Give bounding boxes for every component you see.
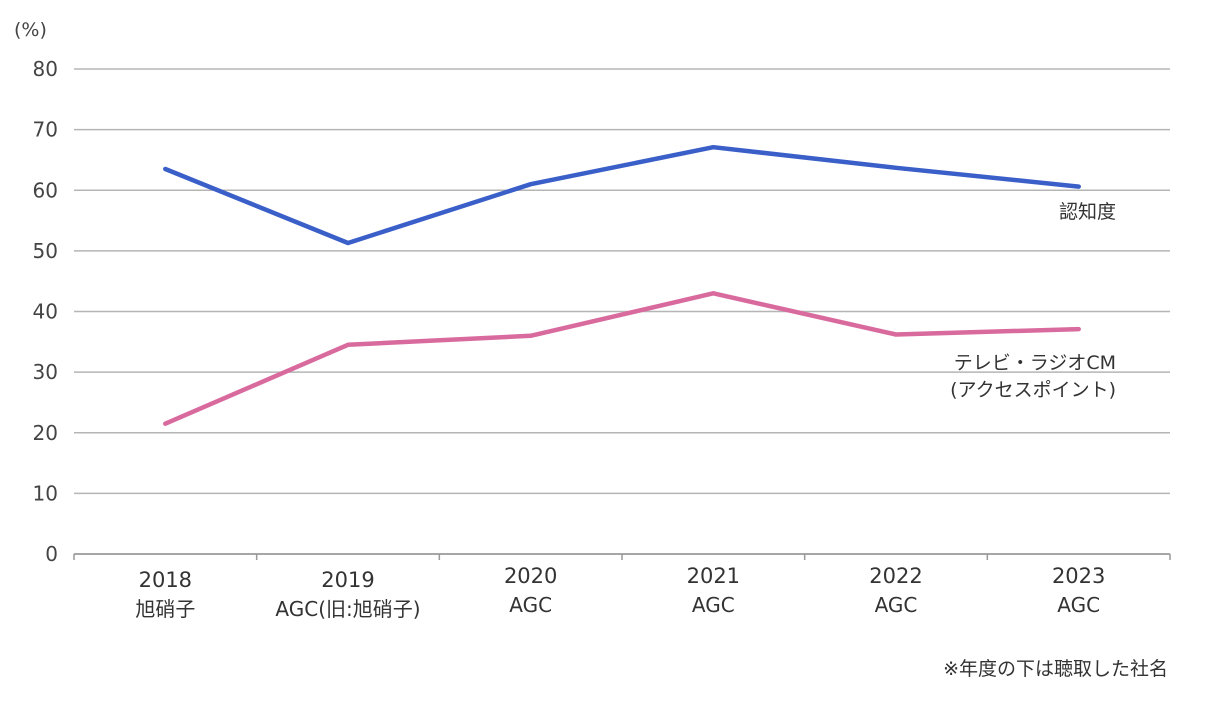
- x-tick-company: AGC: [1057, 593, 1100, 617]
- y-tick-label: 40: [33, 300, 58, 324]
- y-tick-label: 10: [33, 481, 58, 505]
- x-tick-year: 2018: [139, 568, 192, 592]
- x-tick-company: AGC: [509, 593, 552, 617]
- series-label-2: テレビ・ラジオCM: [954, 352, 1116, 374]
- x-tick-year: 2021: [687, 564, 740, 588]
- y-tick-label: 60: [33, 178, 58, 202]
- x-tick-year: 2023: [1052, 564, 1105, 588]
- series-line-2: [163, 291, 1081, 426]
- y-tick-label: 0: [45, 542, 58, 566]
- series-label-2: (アクセスポイント): [950, 379, 1116, 401]
- x-tick-company: AGC: [875, 593, 918, 617]
- y-tick-label: 50: [33, 239, 58, 263]
- x-tick-year: 2019: [321, 568, 374, 592]
- series-lines: [163, 144, 1081, 426]
- y-tick-label: 20: [33, 421, 58, 445]
- y-tick-label: 70: [33, 118, 58, 142]
- y-axis-unit: (%): [14, 19, 47, 41]
- gridlines: [74, 68, 1170, 495]
- series-line-1: [163, 144, 1081, 246]
- x-tick-company: 旭硝子: [135, 597, 195, 621]
- y-tick-label: 30: [33, 360, 58, 384]
- series-label-1: 認知度: [1059, 201, 1116, 223]
- y-axis-ticks: 0 10 20 30 40 50 60 70 80: [33, 57, 58, 566]
- x-tick-year: 2022: [869, 564, 922, 588]
- y-tick-label: 80: [33, 57, 58, 81]
- x-axis: 2018 旭硝子 2019 AGC(旧:旭硝子) 2020 AGC 2021 AGC 2022 A…: [73, 553, 1171, 621]
- x-tick-year: 2020: [504, 564, 557, 588]
- x-tick-company: AGC: [692, 593, 735, 617]
- x-tick-company: AGC(旧:旭硝子): [275, 597, 420, 621]
- footnote: ※年度の下は聴取した社名: [943, 658, 1168, 680]
